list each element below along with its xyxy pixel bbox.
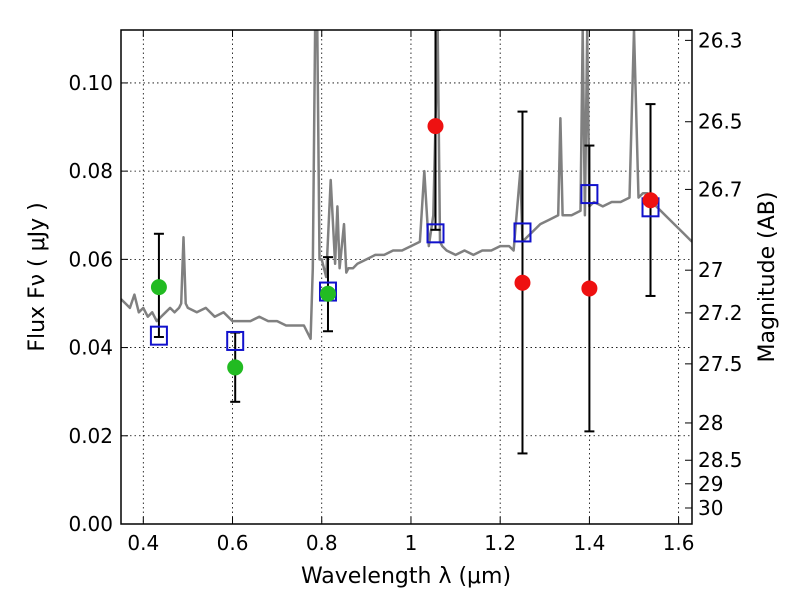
right-tick-label: 26.7 bbox=[698, 177, 743, 201]
y-axis-ticks: 0.00 0.02 0.04 0.06 0.08 0.10 bbox=[68, 71, 128, 536]
right-tick-label: 26.3 bbox=[698, 28, 743, 52]
right-tick-label: 26.5 bbox=[698, 110, 743, 134]
y-tick-label: 0.08 bbox=[68, 159, 113, 183]
right-tick-label: 28.5 bbox=[698, 448, 743, 472]
model-square-point bbox=[149, 325, 168, 346]
y-tick-label: 0.06 bbox=[68, 247, 113, 271]
observed-data-point bbox=[581, 280, 598, 297]
y-tick-label: 0.00 bbox=[68, 512, 113, 536]
grid bbox=[121, 30, 692, 525]
observed-data-point bbox=[514, 274, 531, 291]
right-tick-label: 29 bbox=[698, 472, 723, 496]
plot-frame bbox=[120, 29, 693, 525]
data-markers bbox=[149, 118, 660, 376]
error-bars bbox=[153, 30, 656, 455]
y-tick-label: 0.04 bbox=[68, 336, 113, 360]
right-tick-label: 27.5 bbox=[698, 352, 743, 376]
x-axis-ticks: 0.4 0.6 0.8 1 1.2 1.4 1.6 bbox=[127, 30, 695, 555]
x-tick-label: 0.6 bbox=[217, 531, 249, 555]
y-axis-title: Flux Fν ( μJy ) bbox=[25, 202, 50, 351]
x-axis-title: Wavelength λ (μm) bbox=[301, 564, 511, 589]
model-square-point bbox=[513, 222, 532, 243]
right-tick-label: 30 bbox=[698, 496, 723, 520]
x-tick-label: 1.2 bbox=[484, 531, 516, 555]
observed-data-point bbox=[227, 359, 244, 376]
right-tick-label: 27.2 bbox=[698, 301, 743, 325]
x-tick-label: 0.4 bbox=[127, 531, 159, 555]
right-tick-label: 28 bbox=[698, 411, 723, 435]
model-square-point bbox=[226, 330, 245, 351]
observed-data-point bbox=[642, 192, 659, 209]
spectrum-line bbox=[121, 30, 692, 341]
model-square-point bbox=[580, 184, 599, 205]
model-square-point bbox=[426, 223, 445, 244]
right-tick-label: 27 bbox=[698, 258, 723, 282]
observed-data-point bbox=[319, 285, 336, 302]
observed-data-point bbox=[427, 118, 444, 135]
x-tick-label: 1.6 bbox=[663, 531, 695, 555]
y-tick-label: 0.02 bbox=[68, 424, 113, 448]
x-tick-label: 1.4 bbox=[573, 531, 605, 555]
y-tick-label: 0.10 bbox=[68, 71, 113, 95]
model-spectrum bbox=[121, 30, 692, 341]
right-axis-title: Magnitude (AB) bbox=[755, 192, 780, 363]
x-tick-label: 1 bbox=[405, 531, 418, 555]
x-tick-label: 0.8 bbox=[306, 531, 338, 555]
observed-data-point bbox=[150, 279, 167, 296]
